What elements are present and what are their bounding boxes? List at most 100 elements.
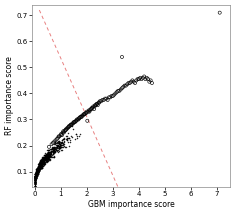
- Point: [59, 141, 63, 145]
- Point: [45, 159, 49, 163]
- Point: [67, 141, 70, 144]
- Point: [51, 150, 55, 153]
- Point: [35, 171, 39, 174]
- Point: [67, 136, 70, 139]
- Point: [44, 156, 48, 160]
- Point: [33, 184, 37, 188]
- Point: [35, 173, 38, 176]
- Point: [47, 155, 51, 159]
- Point: [48, 152, 51, 156]
- Point: [34, 172, 37, 175]
- Point: [97, 101, 100, 104]
- Point: [33, 182, 37, 185]
- Point: [56, 143, 60, 147]
- Point: [41, 159, 45, 162]
- Point: [35, 172, 39, 176]
- Point: [121, 85, 125, 89]
- Point: [39, 162, 43, 166]
- Point: [43, 157, 46, 160]
- Point: [33, 172, 37, 175]
- Point: [44, 154, 48, 157]
- Point: [58, 139, 61, 143]
- Point: [130, 79, 134, 82]
- Point: [43, 156, 47, 159]
- Point: [38, 166, 42, 170]
- Point: [58, 144, 61, 148]
- Point: [51, 149, 55, 153]
- Point: [42, 158, 46, 161]
- Point: [33, 179, 37, 183]
- Point: [48, 152, 52, 155]
- Point: [35, 170, 39, 173]
- Point: [79, 115, 83, 119]
- Point: [64, 137, 68, 140]
- Point: [35, 171, 39, 174]
- Point: [34, 171, 38, 174]
- Point: [40, 162, 44, 165]
- Point: [34, 174, 38, 177]
- Point: [33, 174, 37, 177]
- Point: [34, 171, 38, 175]
- Point: [44, 155, 48, 158]
- Point: [33, 178, 37, 182]
- Point: [34, 173, 38, 177]
- Point: [52, 147, 56, 150]
- Point: [56, 144, 60, 148]
- Point: [37, 168, 40, 172]
- Point: [57, 146, 61, 149]
- Point: [34, 172, 38, 176]
- Point: [57, 141, 61, 144]
- Point: [35, 169, 39, 172]
- Point: [35, 173, 39, 177]
- Point: [58, 144, 61, 147]
- Point: [33, 178, 37, 182]
- Point: [40, 160, 44, 163]
- Point: [47, 153, 50, 157]
- Point: [34, 176, 38, 180]
- Point: [35, 174, 39, 177]
- Point: [60, 140, 64, 144]
- Point: [33, 182, 37, 185]
- Point: [39, 160, 42, 163]
- Point: [45, 154, 49, 158]
- Point: [45, 156, 49, 159]
- Point: [35, 169, 39, 172]
- Point: [108, 96, 112, 99]
- Point: [35, 171, 39, 174]
- Point: [56, 141, 59, 144]
- Point: [37, 164, 41, 168]
- Point: [35, 170, 39, 174]
- Point: [67, 137, 71, 140]
- Point: [36, 168, 40, 172]
- Point: [60, 148, 64, 151]
- Point: [33, 181, 37, 185]
- Point: [34, 171, 38, 175]
- Point: [38, 164, 42, 167]
- Point: [45, 156, 49, 159]
- Point: [33, 177, 37, 180]
- Point: [36, 167, 40, 171]
- Point: [37, 165, 41, 169]
- Point: [35, 167, 39, 171]
- Point: [48, 150, 52, 153]
- Point: [47, 155, 51, 159]
- Point: [36, 171, 40, 174]
- Point: [42, 157, 46, 161]
- Point: [42, 160, 46, 163]
- Point: [42, 156, 46, 159]
- Point: [36, 168, 40, 172]
- Point: [41, 164, 45, 168]
- Point: [34, 173, 37, 177]
- Point: [47, 153, 51, 157]
- Point: [35, 171, 39, 175]
- Point: [41, 158, 44, 162]
- Point: [46, 150, 49, 154]
- Point: [46, 157, 49, 160]
- Point: [33, 180, 37, 183]
- Point: [49, 150, 52, 153]
- Point: [33, 178, 37, 181]
- Point: [47, 150, 51, 153]
- Point: [53, 148, 57, 151]
- Point: [41, 156, 45, 159]
- Point: [39, 163, 43, 166]
